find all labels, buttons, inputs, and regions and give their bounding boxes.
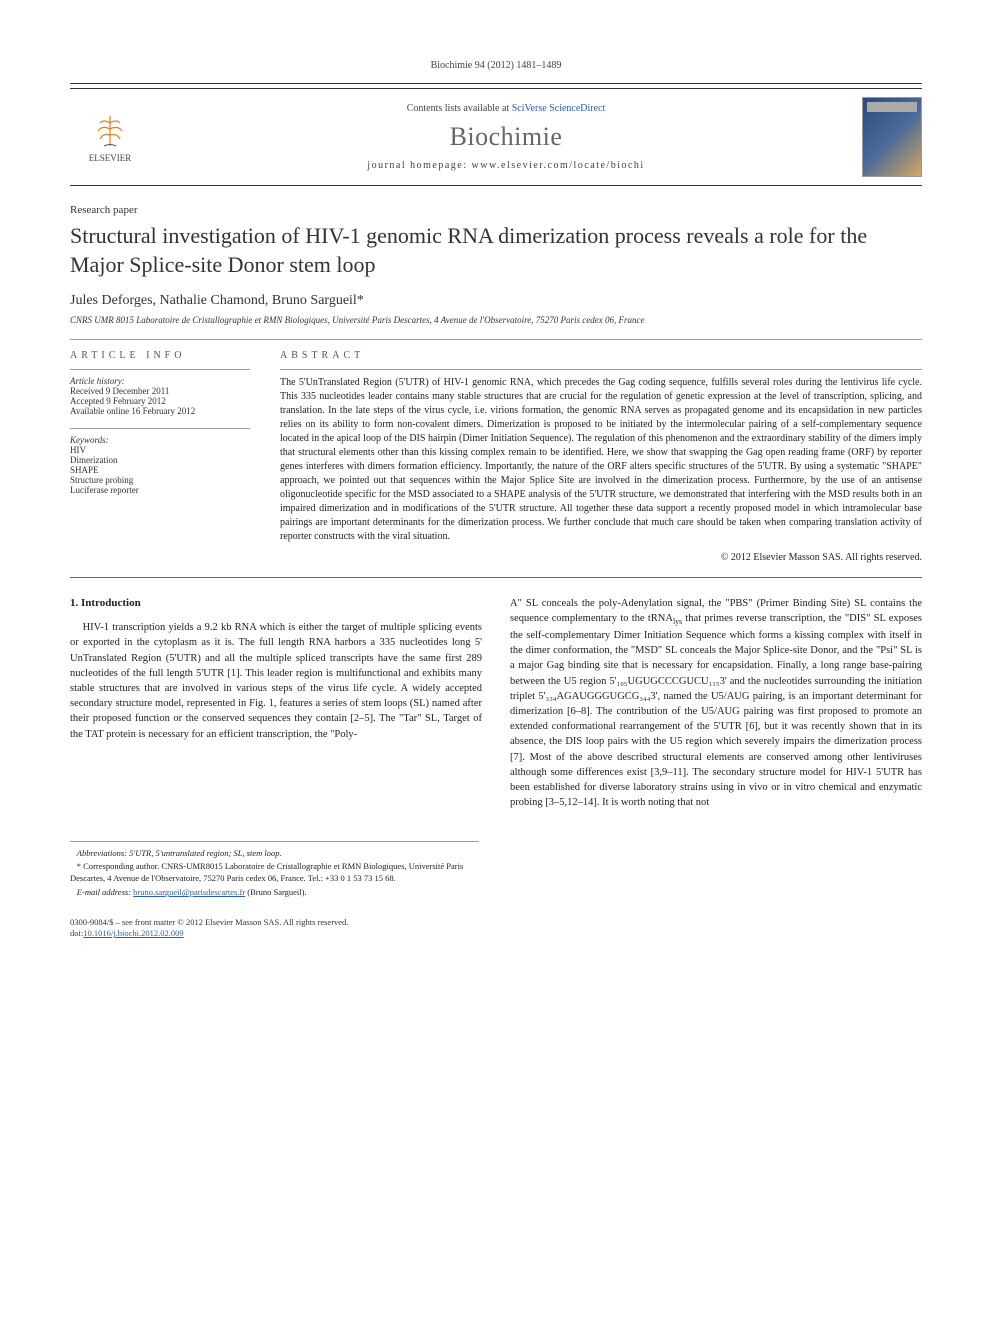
keyword: HIV (70, 445, 250, 455)
intro-para-1: HIV-1 transcription yields a 9.2 kb RNA … (70, 620, 482, 742)
homepage-prefix: journal homepage: (367, 160, 471, 171)
header-center: Contents lists available at SciVerse Sci… (150, 103, 862, 171)
keywords-block: Keywords: HIV Dimerization SHAPE Structu… (70, 435, 250, 495)
homepage-url: www.elsevier.com/locate/biochi (472, 160, 645, 171)
abstract-heading: ABSTRACT (280, 350, 922, 361)
journal-cover-thumbnail (862, 97, 922, 177)
rule-above-info (70, 339, 922, 340)
body-columns: 1. Introduction HIV-1 transcription yiel… (70, 596, 922, 810)
citation-line: Biochimie 94 (2012) 1481–1489 (70, 60, 922, 71)
keyword: Structure probing (70, 475, 250, 485)
received-date: Received 9 December 2011 (70, 386, 250, 396)
online-date: Available online 16 February 2012 (70, 406, 250, 416)
contents-line: Contents lists available at SciVerse Sci… (150, 103, 862, 114)
abstract-column: ABSTRACT The 5'UnTranslated Region (5'UT… (280, 350, 922, 563)
page-container: Biochimie 94 (2012) 1481–1489 ELSEVIER C… (0, 0, 992, 979)
doi-line: doi:10.1016/j.biochi.2012.02.009 (70, 928, 922, 939)
abstract-copyright: © 2012 Elsevier Masson SAS. All rights r… (280, 552, 922, 563)
subscript-lys: lys (673, 618, 682, 627)
affiliation: CNRS UMR 8015 Laboratoire de Cristallogr… (70, 315, 922, 325)
sciencedirect-link[interactable]: SciVerse ScienceDirect (512, 103, 606, 114)
email-note: E-mail address: bruno.sargueil@parisdesc… (70, 887, 479, 899)
article-type: Research paper (70, 204, 922, 216)
journal-name: Biochimie (150, 122, 862, 152)
abstract-body: The 5'UnTranslated Region (5'UTR) of HIV… (280, 376, 922, 544)
abstract-rule (280, 369, 922, 370)
rule-top (70, 83, 922, 84)
footnotes-block: Abbreviations: 5'UTR, 5'untranslated reg… (70, 841, 479, 900)
accepted-date: Accepted 9 February 2012 (70, 396, 250, 406)
corresponding-author-note: * Corresponding author. CNRS-UMR8015 Lab… (70, 861, 479, 885)
bottom-meta: 0300-9084/$ – see front matter © 2012 El… (70, 917, 922, 939)
article-title: Structural investigation of HIV-1 genomi… (70, 222, 922, 279)
history-label: Article history: (70, 376, 250, 386)
info-abstract-row: ARTICLE INFO Article history: Received 9… (70, 350, 922, 563)
info-rule-1 (70, 369, 250, 370)
keyword: Dimerization (70, 455, 250, 465)
right-column: A" SL conceals the poly-Adenylation sign… (510, 596, 922, 810)
section-heading-intro: 1. Introduction (70, 596, 482, 612)
article-info-column: ARTICLE INFO Article history: Received 9… (70, 350, 250, 563)
publisher-logo: ELSEVIER (70, 97, 150, 177)
info-rule-2 (70, 428, 250, 429)
keywords-label: Keywords: (70, 435, 250, 445)
rule-below-abstract (70, 577, 922, 578)
history-block: Article history: Received 9 December 201… (70, 376, 250, 416)
author-list: Jules Deforges, Nathalie Chamond, Bruno … (70, 293, 922, 309)
homepage-line: journal homepage: www.elsevier.com/locat… (150, 160, 862, 171)
intro-para-1-cont: A" SL conceals the poly-Adenylation sign… (510, 596, 922, 810)
issn-line: 0300-9084/$ – see front matter © 2012 El… (70, 917, 922, 928)
elsevier-tree-icon (90, 111, 130, 151)
keyword: SHAPE (70, 465, 250, 475)
contents-prefix: Contents lists available at (407, 103, 512, 114)
journal-header: ELSEVIER Contents lists available at Sci… (70, 88, 922, 186)
keyword: Luciferase reporter (70, 485, 250, 495)
article-info-heading: ARTICLE INFO (70, 350, 250, 361)
left-column: 1. Introduction HIV-1 transcription yiel… (70, 596, 482, 810)
abbreviations-note: Abbreviations: 5'UTR, 5'untranslated reg… (70, 848, 479, 860)
publisher-name: ELSEVIER (89, 153, 132, 163)
corresponding-email-link[interactable]: bruno.sargueil@parisdescartes.fr (133, 887, 245, 897)
doi-link[interactable]: 10.1016/j.biochi.2012.02.009 (83, 928, 183, 938)
